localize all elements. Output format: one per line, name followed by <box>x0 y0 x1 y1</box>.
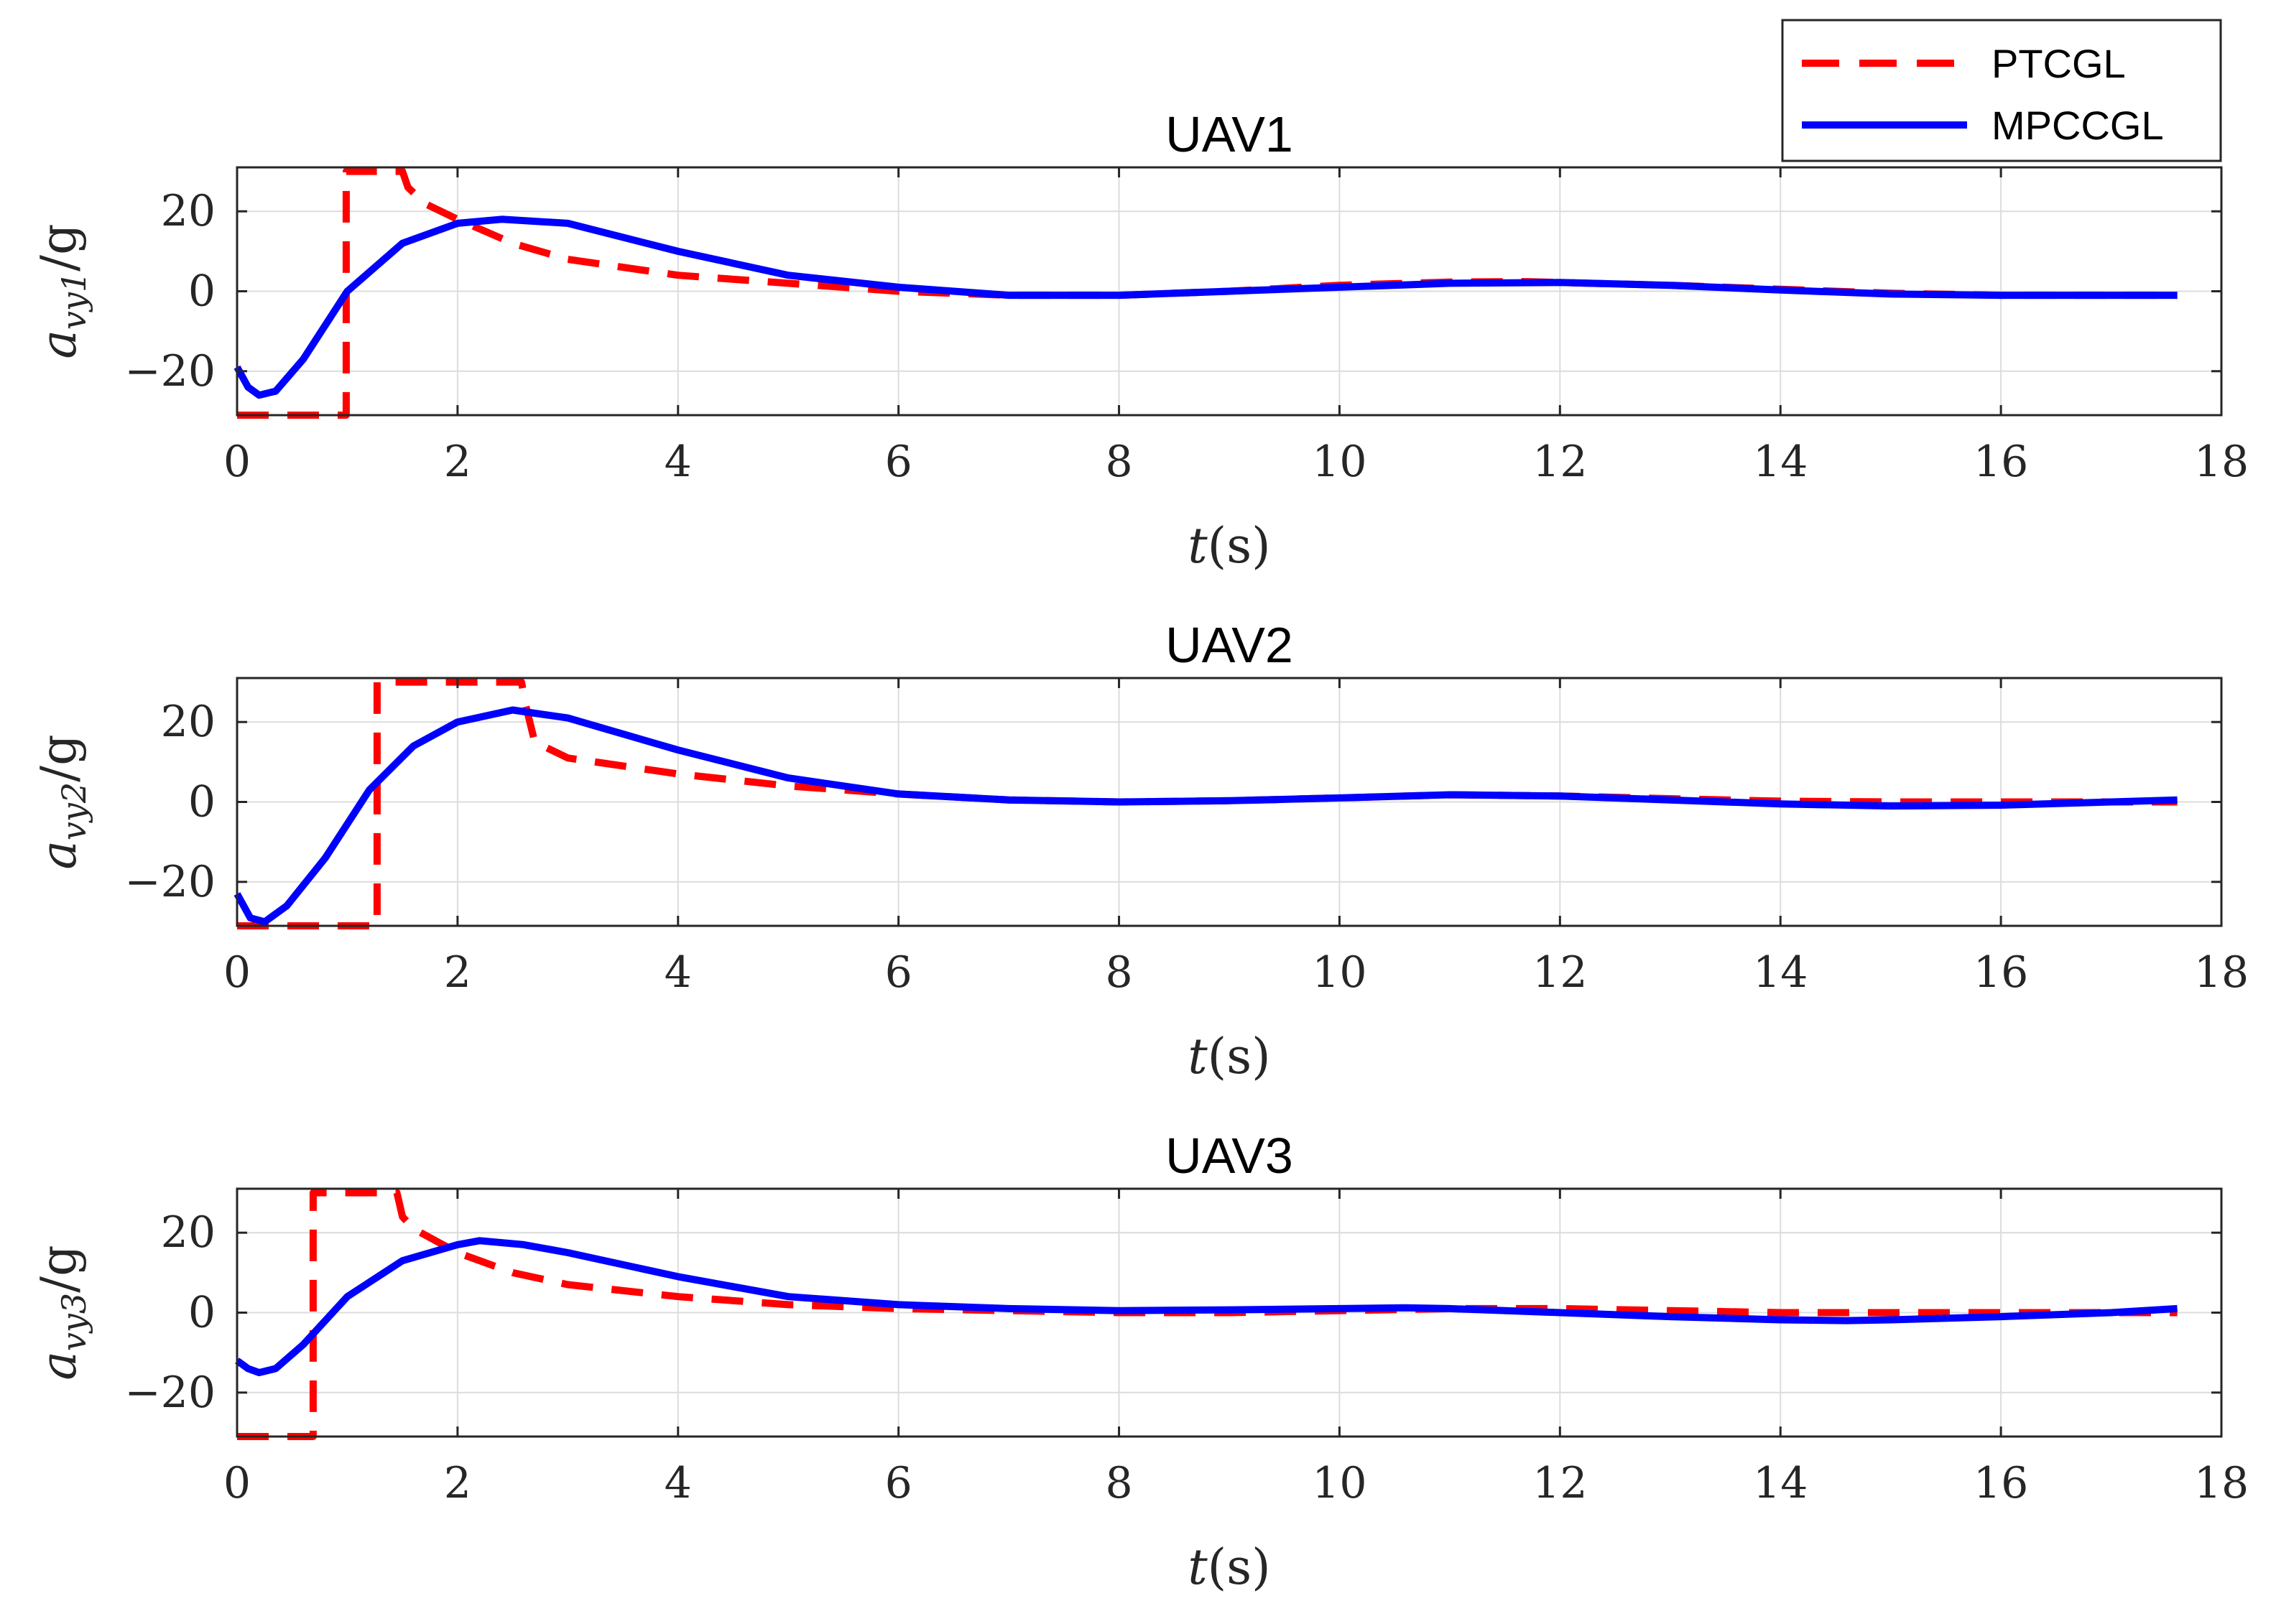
chart-title-uav2: UAV2 <box>1165 617 1293 673</box>
chart-title-uav3: UAV3 <box>1165 1128 1293 1184</box>
legend-label-ptcgl: PTCGL <box>1992 41 2126 86</box>
x-axis-label-uav2: t(s) <box>1188 1029 1270 1085</box>
series-line-ptcgl-uav3 <box>237 1189 2178 1440</box>
x-tick-label: 16 <box>1974 1458 2028 1508</box>
x-tick-label: 6 <box>885 947 912 998</box>
x-tick-label: 0 <box>223 947 251 998</box>
legend-box <box>1781 19 2222 162</box>
series-line-mpccgl-uav2 <box>233 706 2178 926</box>
x-tick-label: 16 <box>1974 947 2028 998</box>
y-tick-label: 0 <box>188 266 216 317</box>
x-tick-label: 2 <box>444 437 471 487</box>
x-tick-label: 0 <box>223 437 251 487</box>
series-uav2 <box>233 678 2178 929</box>
series-line-mpccgl-uav3 <box>235 1237 2178 1376</box>
y-tick-label: −20 <box>124 857 216 907</box>
y-tick-label: 20 <box>161 186 216 236</box>
x-tick-label: 18 <box>2194 1458 2249 1508</box>
x-tick-label: 10 <box>1312 437 1366 487</box>
y-axis-label-uav1: avy1/g <box>31 223 93 358</box>
x-axis-label-uav1: t(s) <box>1188 518 1270 575</box>
x-tick-label: 14 <box>1753 947 1808 998</box>
x-tick-label: 18 <box>2194 437 2249 487</box>
series-uav1 <box>233 167 2178 419</box>
x-tick-label: 14 <box>1753 437 1808 487</box>
x-tick-label: 12 <box>1532 1458 1587 1508</box>
series-line-ptcgl-uav1 <box>237 167 2178 419</box>
x-tick-label: 4 <box>665 437 692 487</box>
legend-label-mpccgl: MPCCGL <box>1992 103 2164 148</box>
x-tick-label: 0 <box>223 1458 251 1508</box>
x-tick-label: 12 <box>1532 947 1587 998</box>
x-tick-label: 10 <box>1312 947 1366 998</box>
y-axis-label-uav2: avy2/g <box>31 734 93 869</box>
x-tick-label: 10 <box>1312 1458 1366 1508</box>
series-line-mpccgl-uav1 <box>233 215 2178 399</box>
x-tick-label: 2 <box>444 947 471 998</box>
series-uav3 <box>235 1189 2178 1440</box>
x-tick-label: 12 <box>1532 437 1587 487</box>
x-tick-label: 6 <box>885 437 912 487</box>
y-tick-label: −20 <box>124 346 216 396</box>
x-tick-label: 8 <box>1105 947 1132 998</box>
y-axis-label-uav3: avy3/g <box>31 1245 93 1380</box>
x-tick-label: 6 <box>885 1458 912 1508</box>
x-tick-label: 2 <box>444 1458 471 1508</box>
y-tick-label: 0 <box>188 777 216 827</box>
y-tick-label: 20 <box>161 697 216 747</box>
x-tick-label: 4 <box>665 1458 692 1508</box>
x-tick-label: 16 <box>1974 437 2028 487</box>
y-tick-label: −20 <box>124 1368 216 1418</box>
y-tick-label: 0 <box>188 1288 216 1338</box>
y-tick-label: 20 <box>161 1207 216 1258</box>
x-tick-label: 14 <box>1753 1458 1808 1508</box>
x-tick-label: 8 <box>1105 437 1132 487</box>
x-tick-label: 8 <box>1105 1458 1132 1508</box>
x-tick-label: 18 <box>2194 947 2249 998</box>
legend: PTCGL MPCCGL <box>1781 19 2222 162</box>
x-axis-label-uav3: t(s) <box>1188 1539 1270 1596</box>
chart-title-uav1: UAV1 <box>1165 106 1293 162</box>
x-tick-label: 4 <box>665 947 692 998</box>
